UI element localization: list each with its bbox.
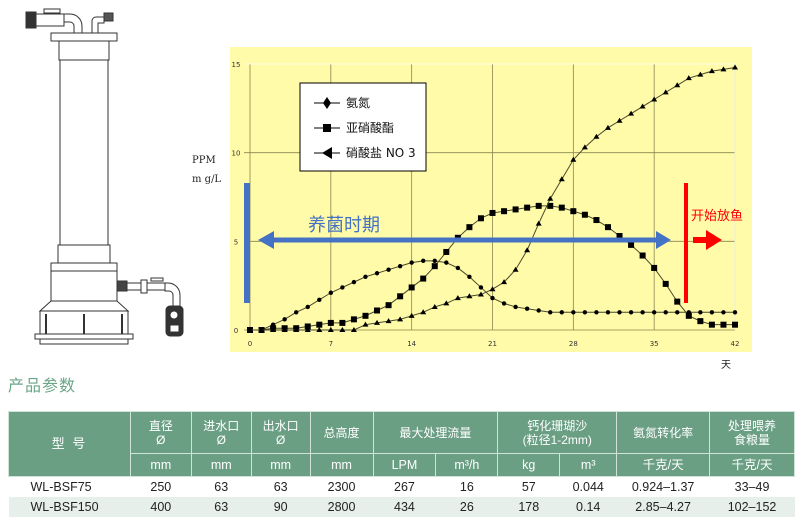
legend-label: 硝酸盐 NO 3 bbox=[346, 145, 416, 160]
y-axis-label-unit: m g/L bbox=[192, 174, 222, 185]
y-tick-label: 0 bbox=[234, 327, 238, 335]
value-cell: 90 bbox=[251, 497, 311, 517]
unit-cell: mm bbox=[190, 453, 252, 477]
value-cell: 2800 bbox=[310, 497, 374, 517]
unit-cell: m³ bbox=[559, 453, 618, 477]
value-cell: 178 bbox=[497, 497, 560, 517]
x-tick-label: 0 bbox=[248, 340, 252, 348]
valve-handle-icon bbox=[25, 11, 37, 29]
value-cell: 63 bbox=[273, 480, 288, 494]
series-triangle bbox=[247, 64, 738, 332]
series-diamond bbox=[247, 258, 738, 333]
value-cell: 57 bbox=[521, 480, 536, 494]
value-cell: 16 bbox=[459, 480, 474, 494]
unit-cell: mm bbox=[129, 453, 192, 477]
x-tick-label: 35 bbox=[650, 340, 659, 348]
right-arrow-icon bbox=[656, 231, 671, 249]
legend-label: 氨氮 bbox=[346, 95, 370, 110]
value-cell: 2.85–4.27 bbox=[616, 497, 710, 517]
value-cell: 250 bbox=[150, 480, 172, 494]
x-tick-label: 14 bbox=[407, 340, 416, 348]
y-tick-label: 5 bbox=[234, 238, 238, 246]
unit-cell: 千克/天 bbox=[616, 453, 711, 477]
header-cell: 钙化珊瑚沙 (粒径1-2mm) bbox=[497, 411, 618, 454]
unit-cell: m³/h bbox=[435, 453, 499, 477]
value-cell: 102–152 bbox=[709, 497, 795, 517]
unit-cell: mm bbox=[250, 453, 311, 477]
table-row: WL-BSF150 400 63 90 2800 434 26 178 0.14 2.85–4.2… bbox=[8, 497, 795, 517]
model-cell: WL-BSF75 bbox=[30, 480, 92, 494]
unit-cell: kg bbox=[497, 453, 561, 477]
x-tick-label: 21 bbox=[488, 340, 497, 348]
table-row: WL-BSF75 250 63 63 2300 267 16 57 0.044 0.924–1.3… bbox=[9, 477, 795, 498]
release-bar bbox=[684, 183, 688, 303]
x-tick-label: 7 bbox=[329, 340, 333, 348]
left-arrow-icon bbox=[258, 231, 274, 249]
release-arrow-icon bbox=[693, 230, 722, 250]
unit-cell: mm bbox=[309, 453, 374, 477]
y-tick-label: 15 bbox=[232, 61, 241, 69]
legend-label: 亚硝酸酯 bbox=[346, 120, 394, 135]
x-tick-label: 28 bbox=[569, 340, 578, 348]
value-cell: 63 bbox=[214, 480, 229, 494]
header-cell: 直径 Ø bbox=[129, 411, 192, 454]
model-cell: WL-BSF150 bbox=[8, 497, 131, 517]
y-tick-label: 10 bbox=[232, 150, 241, 158]
value-cell: 267 bbox=[394, 480, 415, 494]
header-cell: 最大处理流量 bbox=[372, 411, 499, 454]
value-cell: 2300 bbox=[327, 480, 356, 494]
y-axis-label-ppm: PPM bbox=[192, 155, 216, 166]
water-quality-chart: PPM m g/L 0 7 14 21 28 35 42 0 5 10 15 养菌时期 开始放鱼 氨… bbox=[180, 40, 799, 370]
x-axis-label: 天 bbox=[721, 360, 731, 370]
header-cell: 总高度 bbox=[309, 411, 374, 454]
value-cell: 434 bbox=[373, 497, 436, 517]
incubation-label: 养菌时期 bbox=[308, 215, 380, 236]
unit-cell: 千克/天 bbox=[709, 453, 795, 477]
value-cell: 400 bbox=[130, 497, 192, 517]
header-cell: 氨氮转化率 bbox=[616, 411, 711, 454]
filter-device-illustration bbox=[25, 8, 184, 345]
unit-cell: LPM bbox=[372, 453, 437, 477]
x-tick-label: 42 bbox=[731, 340, 740, 348]
section-title: 产品参数 bbox=[8, 376, 77, 395]
product-specs-table: 型 号直径 Ø 进水口 Ø 出水口 Ø 总高度 最大处理流量 钙化珊瑚沙 (粒径1-2mm) 氨氮转… bbox=[8, 411, 795, 517]
value-cell: 0.044 bbox=[572, 480, 604, 494]
value-cell: 26 bbox=[435, 497, 498, 517]
start-bar bbox=[244, 183, 250, 303]
header-cell: 进水口 Ø bbox=[190, 411, 252, 454]
header-cell: 出水口 Ø bbox=[250, 411, 311, 454]
value-cell: 33–49 bbox=[734, 480, 770, 494]
value-cell: 0.14 bbox=[559, 497, 617, 517]
release-label: 开始放鱼 bbox=[691, 208, 743, 224]
value-cell: 0.924–1.37 bbox=[631, 480, 695, 494]
header-cell: 处理喂养 食粮量 bbox=[709, 411, 795, 454]
header-cell: 型 号 bbox=[8, 411, 131, 477]
value-cell: 63 bbox=[191, 497, 252, 517]
